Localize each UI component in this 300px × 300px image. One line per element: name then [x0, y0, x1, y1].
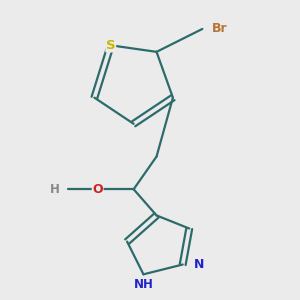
Text: O: O — [92, 183, 103, 196]
Text: NH: NH — [134, 278, 153, 291]
Text: Br: Br — [212, 22, 228, 35]
Text: H: H — [50, 183, 60, 196]
Text: N: N — [194, 258, 205, 271]
Text: S: S — [106, 39, 116, 52]
